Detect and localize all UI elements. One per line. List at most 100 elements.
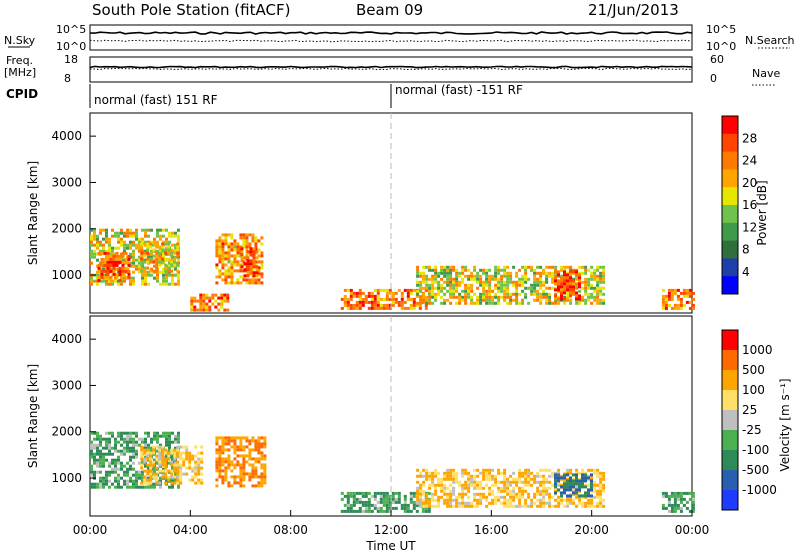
heatmap-cell (361, 494, 365, 498)
heatmap-cell (221, 266, 225, 270)
heatmap-cell (132, 282, 135, 286)
heatmap-cell (599, 477, 603, 481)
heatmap-cell (409, 509, 413, 513)
heatmap-cell (106, 275, 110, 279)
heatmap-cell (539, 280, 543, 284)
heatmap-cell (673, 288, 677, 292)
heatmap-cell (400, 291, 404, 295)
heatmap-cell (536, 298, 540, 302)
heatmap-cell (158, 454, 162, 458)
heatmap-cell (473, 498, 477, 502)
nsky-tick-bottom: 10^0 (56, 40, 86, 53)
heatmap-cell (572, 291, 575, 295)
heatmap-cell (464, 468, 468, 472)
heatmap-cell (105, 228, 108, 232)
heatmap-cell (260, 260, 264, 264)
heatmap-cell (557, 495, 561, 499)
heatmap-cell (208, 305, 212, 309)
heatmap-cell (242, 445, 246, 449)
heatmap-cell (379, 494, 383, 498)
heatmap-cell (434, 498, 438, 502)
heatmap-cell (156, 240, 159, 244)
heatmap-cell (385, 491, 389, 495)
heatmap-cell (590, 482, 593, 486)
heatmap-cell (425, 471, 429, 475)
heatmap-cell (563, 268, 567, 272)
heatmap-cell (90, 464, 93, 468)
heatmap-cell (103, 251, 107, 255)
heatmap-cell (509, 501, 513, 505)
heatmap-cell (126, 431, 129, 435)
heatmap-cell (394, 491, 398, 495)
heatmap-cell (221, 233, 225, 237)
heatmap-cell (403, 306, 407, 310)
heatmap-cell (542, 268, 546, 272)
heatmap-cell (572, 282, 575, 286)
heatmap-cell (194, 460, 198, 464)
heatmap-cell (218, 251, 222, 255)
heatmap-cell (149, 469, 153, 473)
heatmap-cell (138, 476, 141, 480)
heatmap-cell (419, 489, 423, 493)
heatmap-cell (352, 500, 356, 504)
heatmap-cell (115, 251, 119, 255)
heatmap-cell (509, 489, 513, 493)
heatmap-cell (158, 257, 162, 261)
heatmap-cell (593, 486, 597, 490)
heatmap-cell (428, 295, 432, 299)
heatmap-cell (158, 445, 162, 449)
heatmap-cell (215, 448, 219, 452)
heatmap-cell (176, 251, 180, 255)
heatmap-cell (497, 268, 501, 272)
heatmap-cell (138, 270, 141, 274)
heatmap-cell (364, 297, 368, 301)
heatmap-cell (117, 473, 120, 477)
colorbar-tick-label: 8 (742, 243, 750, 257)
heatmap-cell (584, 504, 588, 508)
heatmap-cell (557, 288, 560, 292)
heatmap-cell (118, 257, 122, 261)
heatmap-cell (132, 231, 135, 235)
heatmap-cell (470, 271, 474, 275)
heatmap-cell (464, 492, 468, 496)
heatmap-cell (479, 298, 483, 302)
heatmap-cell (503, 286, 507, 290)
heatmap-cell (452, 498, 456, 502)
heatmap-cell (367, 306, 371, 310)
heatmap-cell (578, 271, 582, 275)
heatmap-cell (437, 271, 441, 275)
heatmap-cell (188, 451, 192, 455)
heatmap-cell (263, 478, 267, 482)
heatmap-cell (248, 281, 252, 285)
heatmap-cell (140, 242, 144, 246)
heatmap-cell (664, 294, 668, 298)
heatmap-cell (147, 446, 150, 450)
heatmap-cell (218, 475, 222, 479)
heatmap-cell (581, 468, 585, 472)
heatmap-cell (527, 286, 531, 290)
heatmap-cell (126, 470, 129, 474)
heatmap-cell (233, 263, 237, 267)
heatmap-cell (177, 431, 180, 435)
heatmap-cell (117, 482, 120, 486)
heatmap-cell (524, 480, 528, 484)
heatmap-cell (141, 240, 144, 244)
heatmap-cell (500, 480, 504, 484)
heatmap-cell (596, 495, 600, 499)
heatmap-cell (554, 479, 557, 483)
heatmap-cell (146, 469, 150, 473)
heatmap-cell (476, 480, 480, 484)
heatmap-cell (446, 468, 450, 472)
heatmap-cell (190, 299, 194, 303)
heatmap-cell (506, 286, 510, 290)
heatmap-cell (199, 296, 203, 300)
heatmap-cell (176, 478, 180, 482)
heatmap-cell (114, 234, 117, 238)
heatmap-cell (257, 281, 261, 285)
heatmap-cell (599, 501, 603, 505)
heatmap-cell (146, 260, 150, 264)
heatmap-cell (252, 253, 256, 257)
heatmap-cell (199, 305, 203, 309)
heatmap-cell (150, 440, 153, 444)
heatmap-cell (416, 489, 420, 493)
